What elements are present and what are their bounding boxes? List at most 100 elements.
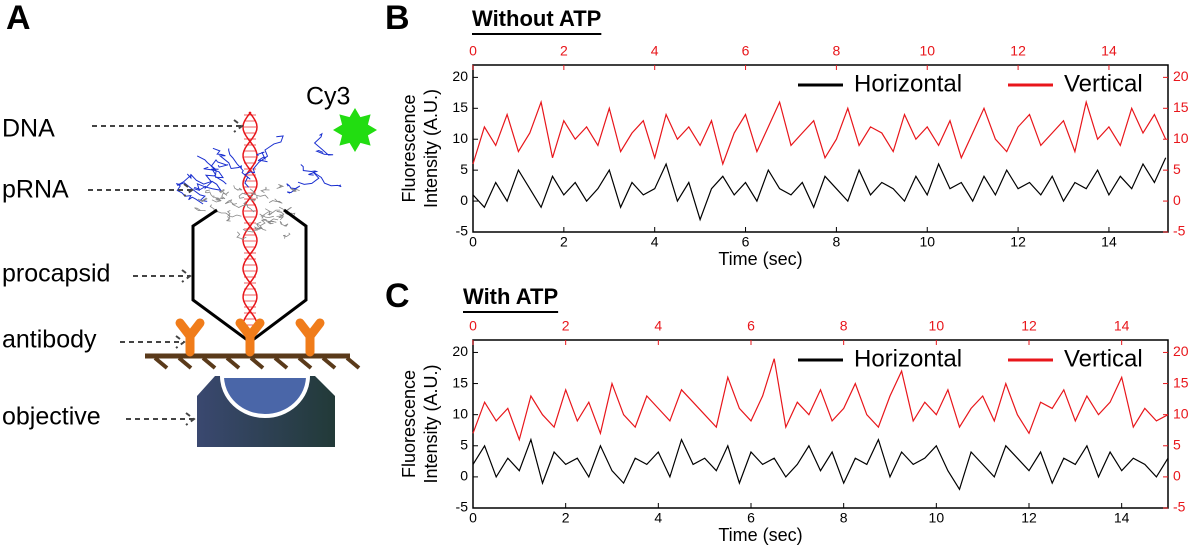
diagram-label: objective [2, 403, 101, 431]
y2-tick-label: -5 [1173, 499, 1186, 515]
y2-tick-label: 15 [1173, 374, 1189, 390]
y2-tick-label: 10 [1173, 130, 1189, 146]
series-line [472, 437, 1169, 491]
motor-protein [220, 191, 229, 200]
chart-title: Without ATP [472, 6, 601, 31]
motor-protein [268, 198, 283, 204]
x2-tick-label: 0 [469, 318, 477, 334]
y2-tick-label: 15 [1173, 99, 1189, 115]
y2-tick-label: 5 [1173, 436, 1181, 452]
arrow [92, 119, 244, 133]
panel-label: C [385, 277, 410, 315]
x-tick-label: 12 [1021, 510, 1037, 526]
y2-tick-label: 20 [1173, 343, 1189, 359]
motor-protein [238, 192, 253, 199]
prna-strand [196, 155, 224, 179]
motor-protein [259, 213, 274, 220]
motor-protein [267, 218, 279, 223]
motor-protein [226, 210, 242, 218]
legend-label: Horizontal [854, 70, 962, 97]
y-tick-label: 15 [452, 99, 468, 115]
y-tick-label: 15 [452, 374, 468, 390]
x2-tick-label: 4 [651, 43, 659, 59]
series-line [472, 99, 1167, 167]
y-tick-label: -5 [456, 223, 469, 239]
dna-strand [242, 111, 258, 332]
y2-tick-label: -5 [1173, 223, 1186, 239]
legend-label: Vertical [1064, 70, 1143, 97]
x2-tick-label: 14 [1114, 318, 1130, 334]
prna-strand [228, 148, 251, 188]
x-tick-label: 10 [929, 510, 945, 526]
motor-protein [224, 199, 238, 205]
legend-label: Horizontal [854, 345, 962, 372]
prna-strand [190, 173, 222, 192]
hatch-mark [345, 356, 361, 370]
hatch-mark [321, 356, 337, 370]
chart-title: With ATP [463, 284, 558, 309]
motor-protein [265, 208, 273, 216]
x2-tick-label: 10 [919, 43, 935, 59]
motor-protein [194, 207, 206, 212]
y2-tick-label: 5 [1173, 161, 1181, 177]
surface-hatch [153, 356, 361, 370]
y-tick-label: 0 [460, 468, 468, 484]
procapsid [191, 208, 308, 344]
x2-tick-label: 2 [560, 43, 568, 59]
prna-strand [244, 135, 284, 176]
y2-tick-label: 0 [1173, 468, 1181, 484]
antibodies [175, 318, 325, 357]
x2-tick-label: 0 [469, 43, 477, 59]
plot-frame [472, 64, 1169, 233]
hatch-mark [249, 356, 265, 370]
prna-strand [297, 164, 320, 185]
series-line [472, 358, 1169, 442]
motor-protein [255, 194, 269, 199]
x-axis-label: Time (sec) [718, 249, 802, 269]
motor-protein [255, 219, 267, 227]
arrow [120, 335, 186, 349]
prna-strand [308, 171, 342, 188]
y-tick-label: 10 [452, 405, 468, 421]
hatch-mark [177, 356, 193, 370]
x-tick-label: 10 [919, 234, 935, 250]
motor-protein [290, 188, 300, 192]
hatch-mark [153, 356, 169, 370]
diagram-label: pRNA [2, 176, 69, 204]
x-tick-label: 8 [840, 510, 848, 526]
y-axis-label: Fluorescence [399, 94, 419, 202]
diagram-label: antibody [2, 326, 97, 354]
hatch-mark [297, 356, 313, 370]
y-tick-label: 0 [460, 192, 468, 208]
y-tick-label: -5 [456, 499, 469, 515]
x-tick-label: 8 [833, 234, 841, 250]
legend-label: Vertical [1064, 345, 1143, 372]
motor-protein [205, 189, 214, 198]
diagram: A Cy3 DNA pRNA procapsid antibody object… [2, 0, 377, 447]
hatch-mark [273, 356, 289, 370]
motor-protein [276, 210, 285, 217]
x-tick-label: 14 [1101, 234, 1117, 250]
x-tick-label: 4 [651, 234, 659, 250]
motor-protein [211, 195, 222, 203]
y2-tick-label: 10 [1173, 405, 1189, 421]
motor-protein [276, 184, 285, 189]
y-tick-label: 20 [452, 68, 468, 84]
x2-tick-label: 12 [1021, 318, 1037, 334]
y-tick-label: 5 [460, 436, 468, 452]
motor-protein [215, 197, 224, 202]
lens [219, 374, 311, 418]
y-axis-label: Intensity (A.U.) [421, 89, 441, 208]
panel-label: A [6, 0, 31, 37]
x2-tick-label: 12 [1010, 43, 1026, 59]
y2-tick-label: 20 [1173, 68, 1189, 84]
prna-strand [286, 183, 301, 194]
x-tick-label: 4 [654, 510, 662, 526]
motor-protein [231, 202, 248, 208]
x-tick-label: 6 [747, 510, 755, 526]
x2-tick-label: 8 [833, 43, 841, 59]
x2-tick-label: 6 [747, 318, 755, 334]
x-tick-label: 0 [469, 234, 477, 250]
x-tick-label: 12 [1010, 234, 1026, 250]
